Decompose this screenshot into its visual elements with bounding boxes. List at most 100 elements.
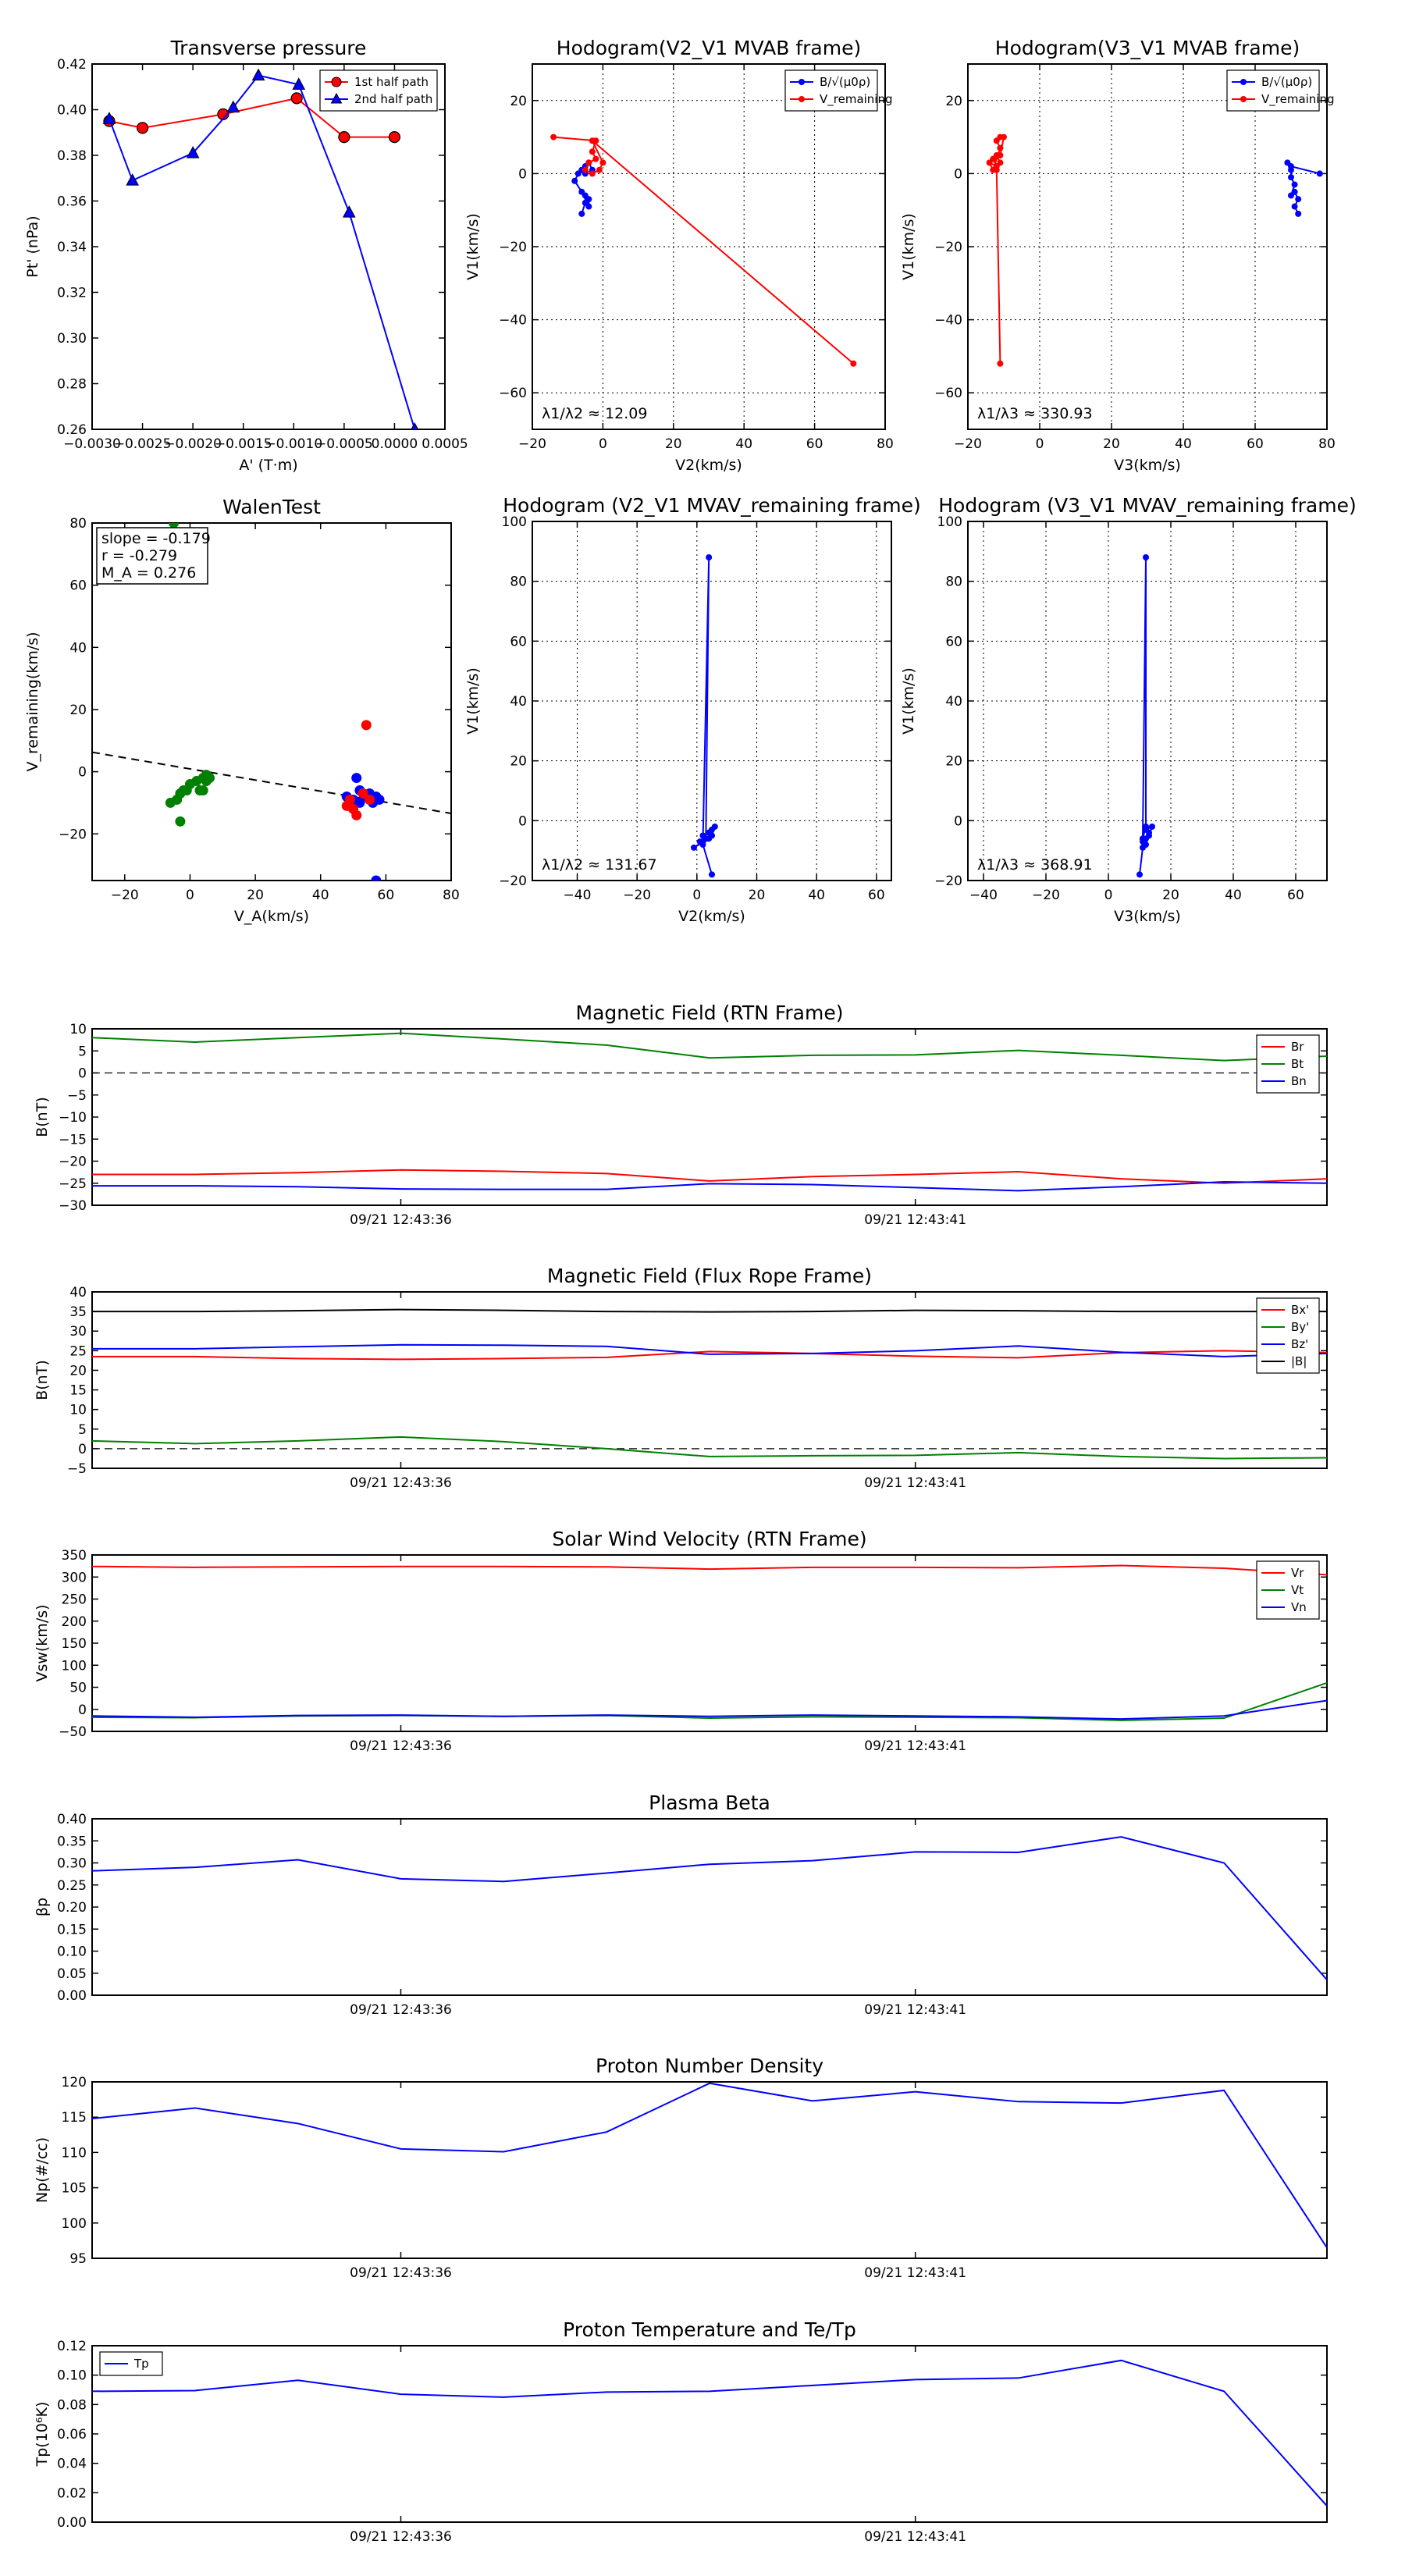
- y-tick-label: 50: [69, 1681, 87, 1696]
- plot-area: [986, 133, 1323, 367]
- legend-marker: [1240, 96, 1247, 102]
- y-tick-label: 20: [69, 1363, 87, 1379]
- series-line-Vr: [92, 1564, 1327, 1576]
- data-point: [1291, 203, 1298, 210]
- x-tick-label: −0.0015: [215, 436, 272, 452]
- x-tick-label: 20: [665, 436, 682, 452]
- scatter-point: [361, 720, 372, 731]
- chart-title: Hodogram(V2_V1 MVAB frame): [557, 37, 861, 59]
- x-tick-label: 09/21 12:43:36: [350, 2002, 452, 2018]
- y-tick-label: 0.04: [57, 2457, 87, 2472]
- y-tick-label: 0: [78, 1703, 87, 1718]
- data-point: [706, 554, 713, 560]
- scatter-point: [351, 773, 362, 784]
- x-tick-label: 80: [443, 888, 460, 903]
- series-line-2nd half path: [108, 74, 416, 429]
- y-tick-label: 0.32: [57, 286, 87, 301]
- y-tick-label: 5: [78, 1044, 87, 1059]
- y-tick-label: −60: [499, 386, 527, 401]
- scatter-point: [351, 809, 362, 820]
- y-tick-label: 300: [62, 1570, 87, 1585]
- legend-box: [319, 69, 438, 112]
- y-tick-label: 0: [78, 1066, 87, 1082]
- y-tick-label: 20: [510, 754, 527, 770]
- y-tick-label: 250: [62, 1592, 87, 1608]
- series-line-Tp: [92, 2359, 1327, 2507]
- data-point: [585, 159, 592, 166]
- y-tick-label: 0.00: [57, 2515, 87, 2531]
- y-tick-label: 20: [510, 94, 527, 109]
- y-tick-label: 0.34: [57, 240, 87, 255]
- y-tick-label: 0.20: [57, 1900, 87, 1916]
- y-tick-label: 60: [510, 634, 527, 649]
- x-tick-label: 09/21 12:43:41: [864, 1212, 966, 1228]
- x-tick-label: −20: [1032, 888, 1060, 903]
- legend-label: Bz': [1291, 1337, 1308, 1351]
- x-tick-label: 0: [599, 436, 607, 452]
- data-point: [226, 100, 240, 113]
- x-axis-label: V3(km/s): [1114, 908, 1181, 925]
- y-tick-label: 0.06: [57, 2427, 87, 2443]
- y-tick-label: −10: [59, 1110, 87, 1126]
- y-tick-label: 0.35: [57, 1834, 87, 1849]
- y-tick-label: 0.42: [57, 57, 87, 73]
- scatter-point: [169, 523, 180, 528]
- x-tick-label: 60: [378, 888, 395, 903]
- data-point: [1288, 163, 1294, 170]
- legend-label: 1st half path: [354, 75, 429, 89]
- x-tick-label: 60: [868, 888, 885, 903]
- chart-title: Magnetic Field (RTN Frame): [576, 1002, 844, 1024]
- y-tick-label: 115: [62, 2110, 87, 2126]
- data-point: [850, 360, 857, 367]
- axes-frame: [91, 1818, 1328, 1996]
- chart-walen: −20 0 20 40 60 80 −20 0 20 40 60 80 WalenTest V_A(km/…: [24, 496, 460, 925]
- y-tick-label: 0.12: [57, 2339, 87, 2354]
- plot-area: [550, 133, 857, 367]
- y-axis-label: V1(km/s): [900, 667, 917, 735]
- x-tick-label: 09/21 12:43:36: [350, 1738, 452, 1754]
- data-point: [1146, 832, 1152, 839]
- y-tick-label: −40: [934, 313, 962, 329]
- chart-h1: −20 0 20 40 60 80 −60 −40 −20 0 20 Hodogram(V2_V1 M…: [464, 37, 894, 474]
- series-line-Bz': [92, 1343, 1327, 1357]
- scatter-point: [201, 776, 212, 787]
- legend-label: B/√(μ0ρ): [1261, 75, 1312, 89]
- x-tick-label: 20: [1103, 436, 1120, 452]
- data-point: [578, 210, 585, 217]
- plot-area: [92, 1032, 1327, 1192]
- legend-box: [1226, 69, 1320, 112]
- series-line-Np: [92, 2082, 1327, 2248]
- y-tick-label: 105: [62, 2181, 87, 2197]
- y-tick-label: −15: [59, 1132, 87, 1147]
- y-axis-label: V1(km/s): [464, 667, 482, 735]
- x-axis-label: V2(km/s): [675, 457, 742, 474]
- data-point: [585, 203, 592, 210]
- x-tick-label: 20: [247, 888, 264, 903]
- chart-title: WalenTest: [222, 496, 321, 518]
- x-tick-label: 20: [1162, 888, 1179, 903]
- plot-area: [92, 523, 451, 881]
- y-axis-label: B(nT): [34, 1360, 51, 1400]
- plot-area: [92, 1836, 1327, 1980]
- y-tick-label: 10: [69, 1403, 87, 1418]
- x-tick-label: −40: [564, 888, 592, 903]
- y-tick-label: 0.30: [57, 331, 87, 347]
- legend-label: V_remaining: [1261, 92, 1335, 107]
- plot-area: [92, 1564, 1327, 1721]
- scatter-point: [371, 875, 382, 881]
- y-tick-label: −20: [499, 240, 527, 255]
- data-point: [342, 205, 356, 218]
- scatter-point: [344, 794, 355, 805]
- x-axis-label: V2(km/s): [678, 908, 745, 925]
- y-tick-label: 15: [69, 1383, 87, 1399]
- data-point: [411, 422, 419, 429]
- data-point: [1149, 824, 1155, 830]
- x-tick-label: 09/21 12:43:41: [864, 1738, 966, 1754]
- data-point: [126, 173, 139, 186]
- legend-label: Bn: [1291, 1074, 1307, 1088]
- ratio-annotation: λ1/λ2 ≈ 131.67: [542, 856, 657, 873]
- chart-title: Hodogram (V2_V1 MVAV_remaining frame): [503, 494, 921, 517]
- y-tick-label: 25: [69, 1343, 87, 1359]
